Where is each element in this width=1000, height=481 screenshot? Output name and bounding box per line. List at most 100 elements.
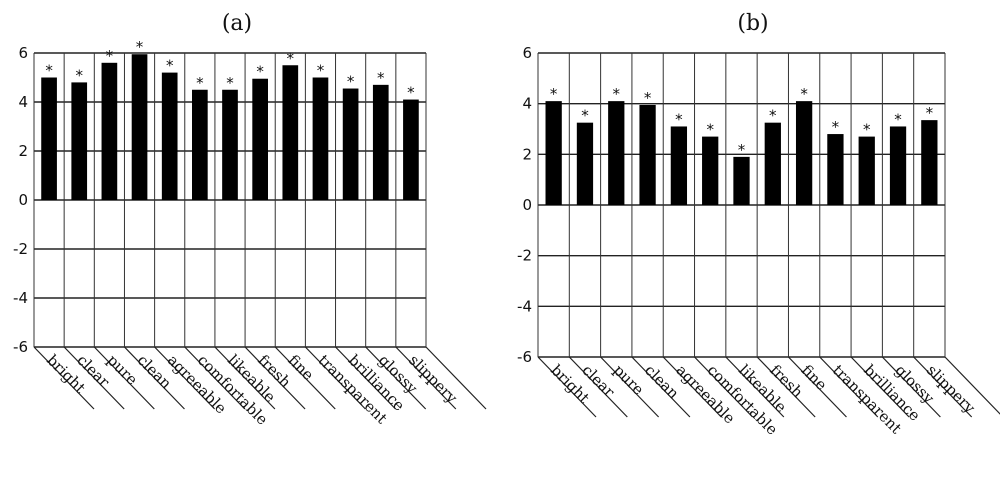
label-guide-line	[244, 346, 306, 410]
significance-marker: *	[613, 85, 621, 103]
significance-marker: *	[226, 74, 234, 92]
significance-marker: *	[106, 47, 114, 65]
label-guide-line	[568, 356, 628, 418]
bar-comfortable	[702, 136, 719, 205]
significance-marker: *	[407, 84, 415, 102]
significance-marker: *	[769, 107, 777, 125]
bar-clean	[131, 54, 148, 200]
significance-marker: *	[256, 63, 264, 81]
y-tick-label: 2	[18, 142, 28, 160]
y-tick-label: 0	[522, 196, 532, 214]
label-guide-line	[214, 346, 276, 410]
label-guide-line	[788, 356, 847, 418]
significance-marker: *	[550, 85, 558, 103]
bar-likeable	[733, 156, 750, 205]
bar-likeable	[222, 89, 238, 200]
bar-clear	[71, 82, 88, 200]
significance-marker: *	[644, 89, 652, 107]
chart-title: (b)	[737, 11, 768, 36]
bar-slippery	[403, 99, 419, 200]
significance-marker: *	[926, 104, 934, 122]
significance-marker: *	[287, 49, 295, 67]
bar-clean	[639, 104, 656, 205]
y-tick-label: -6	[517, 348, 532, 366]
significance-marker: *	[196, 74, 204, 92]
category-label-pure: pure	[103, 351, 141, 389]
bar-agreeable	[670, 126, 688, 205]
significance-marker: *	[347, 73, 355, 91]
bar-clear	[576, 122, 594, 205]
label-guide-line	[944, 356, 1000, 415]
label-guide-line	[33, 346, 95, 410]
label-guide-line	[154, 346, 216, 410]
y-tick-label: -2	[517, 247, 532, 265]
significance-marker: *	[377, 69, 385, 87]
label-guide-line	[881, 356, 941, 418]
chart-title: (a)	[222, 11, 252, 36]
significance-marker: *	[581, 107, 589, 125]
label-guide-line	[537, 356, 597, 418]
label-guide-line	[184, 346, 246, 410]
bar-fine	[795, 101, 813, 205]
y-tick-label: 6	[18, 44, 28, 62]
chart-panel-a: (a)6420-2-4-6*bright*clear*pure*clean*ag…	[13, 11, 487, 429]
label-guide-line	[425, 346, 487, 410]
significance-marker: *	[45, 62, 53, 80]
label-guide-line	[850, 356, 910, 418]
y-tick-label: -2	[13, 240, 28, 258]
y-tick-label: -4	[517, 297, 532, 315]
significance-marker: *	[75, 66, 83, 84]
bar-agreeable	[161, 72, 178, 200]
label-guide-line	[304, 346, 366, 410]
label-guide-line	[365, 346, 427, 410]
label-guide-line	[395, 346, 457, 410]
chart-panel-b: (b)6420-2-4-6*bright*clear*pure*clean*ag…	[517, 11, 1000, 439]
bar-bright	[545, 101, 562, 205]
label-guide-line	[756, 356, 816, 418]
label-guide-line	[913, 356, 973, 418]
bar-glossy	[889, 126, 907, 205]
significance-marker: *	[800, 85, 808, 103]
category-label-clean: clean	[641, 361, 683, 403]
label-guide-line	[694, 356, 753, 418]
significance-marker: *	[706, 121, 714, 139]
label-guide-line	[335, 346, 396, 410]
bar-brilliance	[342, 88, 359, 200]
label-guide-line	[93, 346, 155, 410]
label-guide-line	[662, 356, 722, 418]
label-guide-line	[274, 346, 336, 410]
significance-marker: *	[136, 38, 144, 56]
bar-transparent	[827, 134, 844, 205]
bar-brilliance	[858, 136, 875, 205]
significance-marker: *	[675, 110, 683, 128]
bar-transparent	[312, 77, 329, 200]
bar-fine	[282, 65, 299, 200]
y-tick-label: -6	[13, 338, 28, 356]
label-guide-line	[819, 356, 879, 418]
y-tick-label: 4	[522, 95, 532, 113]
y-tick-label: 2	[522, 145, 532, 163]
significance-marker: *	[166, 57, 174, 75]
significance-marker: *	[317, 62, 325, 80]
label-guide-line	[63, 346, 125, 410]
significance-marker: *	[738, 141, 746, 159]
bar-comfortable	[192, 89, 208, 200]
bar-pure	[101, 62, 118, 200]
significance-marker: *	[832, 118, 840, 136]
label-guide-line	[725, 356, 785, 418]
label-guide-line	[631, 356, 691, 418]
bar-pure	[608, 101, 625, 205]
bar-glossy	[372, 84, 389, 200]
significance-marker: *	[894, 110, 902, 128]
y-tick-label: 0	[18, 191, 28, 209]
y-tick-label: 6	[522, 44, 532, 62]
label-guide-line	[600, 356, 660, 418]
y-tick-label: 4	[18, 93, 28, 111]
bar-fresh	[252, 78, 268, 200]
bar-fresh	[764, 122, 781, 205]
significance-marker: *	[863, 121, 871, 139]
bar-slippery	[921, 120, 938, 205]
bar-bright	[41, 77, 57, 200]
y-tick-label: -4	[13, 289, 28, 307]
